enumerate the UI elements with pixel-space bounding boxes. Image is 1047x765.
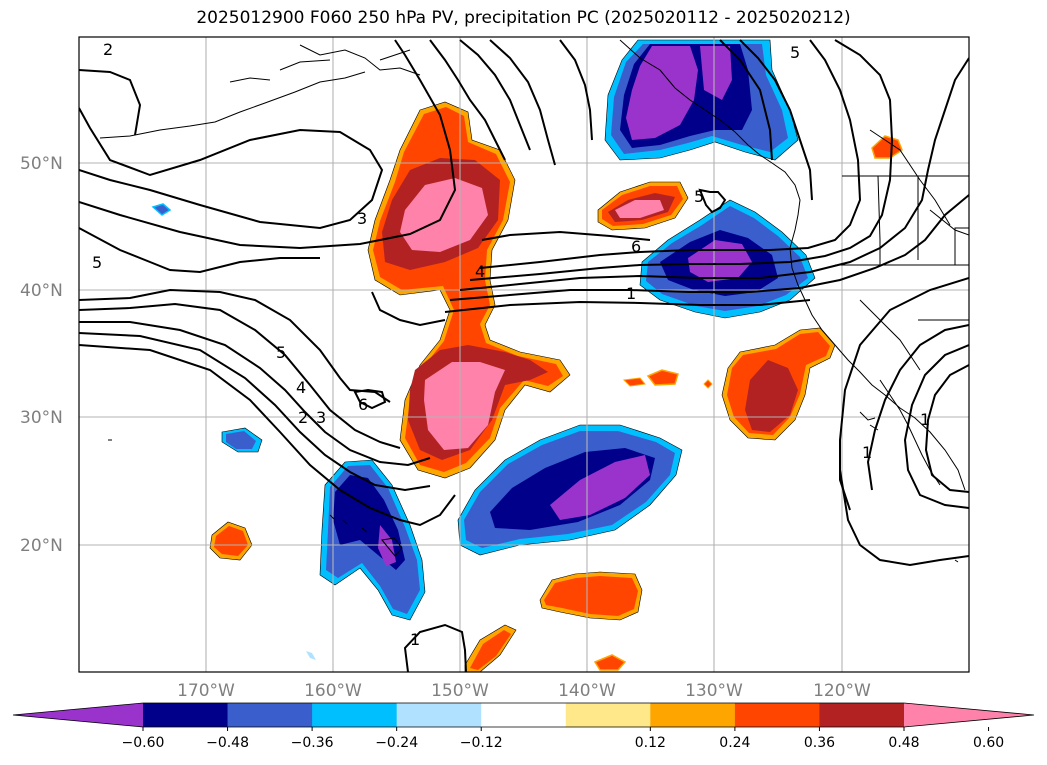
contour-label: 3 [316, 408, 326, 427]
contour-label: 4 [296, 378, 306, 397]
contour-label: 6 [631, 237, 641, 256]
pv-contours [79, 39, 969, 672]
colorbar: −0.60 −0.48 −0.36 −0.24 −0.12 0.12 0.24 0.36 0.4… [12, 702, 1035, 751]
colorbar-tick-label: −0.24 [375, 735, 418, 751]
colorbar-segment [734, 703, 820, 727]
colorbar-segment [819, 703, 905, 727]
map-plot-area: 2 3 5 5 4 6 1 5 4 3 2 6 1 1 1 5 [78, 36, 970, 673]
precip-negative-areas [151, 39, 816, 660]
lon-label-160w: 160°W [304, 681, 362, 701]
colorbar-tick-label: 0.36 [804, 735, 835, 751]
lon-label-140w: 140°W [558, 681, 616, 701]
lat-label-40n: 40°N [20, 281, 63, 301]
contour-label: 1 [410, 630, 420, 649]
lat-label-20n: 20°N [20, 536, 63, 556]
contour-label: 5 [92, 253, 102, 272]
contour-label: 5 [790, 43, 800, 62]
colorbar-segment [481, 703, 567, 727]
lon-label-170w: 170°W [177, 681, 235, 701]
contour-label: 5 [694, 187, 704, 206]
lon-label-130w: 130°W [685, 681, 743, 701]
colorbar-tick-label: −0.48 [206, 735, 249, 751]
colorbar-tick-label: −0.12 [460, 735, 503, 751]
contour-label: 5 [276, 343, 286, 362]
colorbar-tick-label: 0.24 [719, 735, 750, 751]
contour-label: 3 [357, 209, 367, 228]
latitude-labels: 50°N 40°N 30°N 20°N [20, 154, 63, 556]
contour-label: 1 [862, 443, 872, 462]
map-gridlines [79, 37, 969, 672]
colorbar-segment [650, 703, 736, 727]
pv-contour-labels: 2 3 5 5 4 6 1 5 4 3 2 6 1 1 1 5 [92, 40, 930, 649]
colorbar-segment [312, 703, 398, 727]
lon-label-150w: 150°W [431, 681, 489, 701]
colorbar-segment [396, 703, 482, 727]
lat-label-30n: 30°N [20, 408, 63, 428]
map-title: 2025012900 F060 250 hPa PV, precipitatio… [196, 8, 851, 28]
colorbar-tick-label: 0.48 [888, 735, 919, 751]
map-frame [78, 36, 970, 673]
contour-label: 2 [298, 408, 308, 427]
colorbar-tick-label: −0.60 [122, 735, 165, 751]
colorbar-extend-min [13, 703, 143, 727]
colorbar-tick-label: 0.60 [973, 735, 1004, 751]
colorbar-extend-max [904, 703, 1034, 727]
contour-label: 1 [626, 284, 636, 303]
longitude-labels: 170°W 160°W 150°W 140°W 130°W 120°W [177, 681, 871, 701]
lat-label-50n: 50°N [20, 154, 63, 174]
contour-label: 6 [358, 395, 368, 414]
colorbar-tick-label: 0.12 [635, 735, 666, 751]
lon-label-120w: 120°W [813, 681, 871, 701]
contour-label: 4 [475, 262, 485, 281]
contour-label: 1 [920, 410, 930, 429]
contour-label: 2 [103, 40, 113, 59]
colorbar-segment [227, 703, 313, 727]
colorbar-segment [143, 703, 229, 727]
colorbar-tick-label: −0.36 [291, 735, 334, 751]
colorbar-segment [565, 703, 651, 727]
